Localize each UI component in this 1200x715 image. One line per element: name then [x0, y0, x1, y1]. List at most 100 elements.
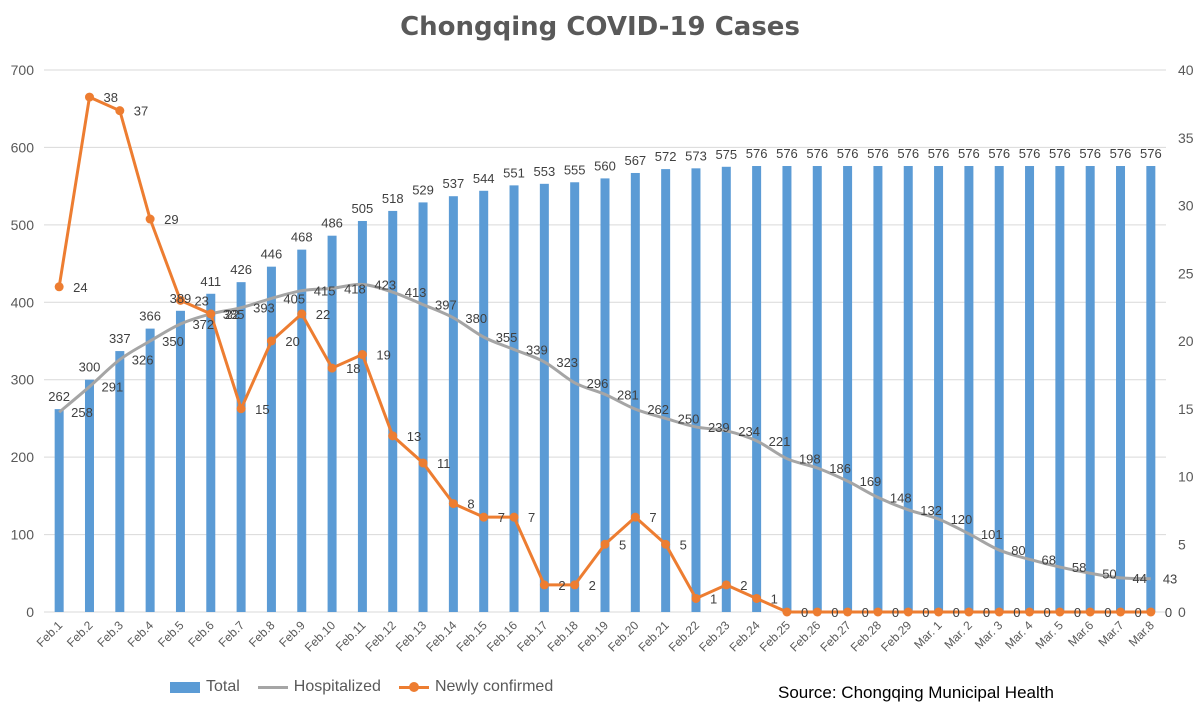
bar-total	[1085, 166, 1095, 613]
data-label-newly-confirmed: 0	[862, 605, 869, 620]
y-right-tick-label: 25	[1178, 265, 1194, 281]
bar-total	[266, 266, 276, 612]
data-label-total: 573	[685, 148, 707, 163]
y-right-tick-label: 0	[1178, 604, 1186, 620]
point-newly-confirmed	[964, 607, 974, 617]
y-left-tick-label: 200	[11, 449, 35, 465]
data-label-newly-confirmed: 0	[1104, 605, 1111, 620]
legend: Total Hospitalized Newly confirmed	[170, 678, 571, 696]
bar-total	[145, 328, 155, 612]
data-label-hospitalized: 148	[890, 490, 912, 505]
legend-label-hospitalized: Hospitalized	[293, 678, 381, 695]
bar-total	[843, 166, 853, 613]
data-label-total: 537	[443, 176, 465, 191]
point-newly-confirmed	[266, 336, 276, 346]
x-tick-label: Feb.24	[726, 618, 763, 655]
bar-total	[812, 166, 822, 613]
data-label-total: 555	[564, 162, 586, 177]
bar-total	[206, 293, 216, 612]
point-newly-confirmed	[388, 431, 398, 441]
x-tick-label: Feb.18	[544, 618, 581, 655]
bar-total	[357, 220, 367, 612]
y-right-tick-label: 30	[1178, 198, 1194, 214]
x-tick-label: Mar. 1	[911, 618, 945, 652]
y-left-tick-label: 300	[11, 372, 35, 388]
data-label-total: 576	[928, 146, 950, 161]
x-tick-label: Feb.28	[848, 618, 885, 655]
data-label-total: 576	[776, 146, 798, 161]
data-label-newly-confirmed: 2	[740, 578, 747, 593]
data-label-total: 426	[230, 262, 252, 277]
bar-total	[964, 166, 974, 613]
data-label-newly-confirmed: 22	[225, 307, 239, 322]
y-left-tick-label: 0	[26, 604, 34, 620]
data-label-hospitalized: 393	[253, 301, 275, 316]
point-newly-confirmed	[479, 512, 489, 522]
legend-swatch-newly-confirmed	[398, 681, 429, 692]
bar-total	[418, 202, 428, 612]
data-label-hospitalized: 169	[860, 474, 882, 489]
bar-total	[630, 172, 640, 613]
data-label-total: 567	[624, 153, 646, 168]
data-label-newly-confirmed: 0	[1135, 605, 1142, 620]
legend-item-newly-confirmed: Newly confirmed	[398, 678, 554, 696]
data-label-hospitalized: 50	[1102, 566, 1116, 581]
legend-label-total: Total	[206, 678, 240, 695]
bar-total	[448, 196, 458, 613]
x-tick-label: Feb.4	[125, 618, 157, 650]
point-newly-confirmed	[84, 92, 94, 102]
data-label-total: 576	[988, 146, 1010, 161]
x-tick-label: Feb.14	[423, 618, 460, 655]
point-newly-confirmed	[903, 607, 913, 617]
point-newly-confirmed	[54, 282, 64, 292]
y-right-tick-label: 10	[1178, 469, 1194, 485]
x-tick-label: Feb.11	[333, 618, 369, 654]
data-label-total: 529	[412, 182, 434, 197]
data-label-total: 468	[291, 230, 313, 245]
data-label-hospitalized: 186	[829, 461, 851, 476]
point-newly-confirmed	[721, 580, 731, 590]
y-right-tick-label: 20	[1178, 333, 1194, 349]
point-newly-confirmed	[327, 363, 337, 373]
data-label-total: 551	[503, 165, 525, 180]
point-newly-confirmed	[752, 593, 762, 603]
data-label-newly-confirmed: 0	[801, 605, 808, 620]
data-label-hospitalized: 58	[1072, 560, 1086, 575]
x-tick-label: Feb.20	[605, 618, 642, 655]
legend-label-newly-confirmed: Newly confirmed	[434, 678, 554, 695]
x-tick-label: Feb.1	[34, 618, 66, 650]
data-label-total: 576	[806, 146, 828, 161]
legend-swatch-hospitalized	[257, 685, 288, 689]
data-label-hospitalized: 44	[1133, 571, 1147, 586]
data-label-hospitalized: 291	[101, 380, 123, 395]
data-label-hospitalized: 43	[1163, 572, 1177, 587]
legend-item-hospitalized: Hospitalized	[257, 678, 381, 696]
data-label-total: 544	[473, 171, 495, 186]
data-label-hospitalized: 323	[556, 355, 578, 370]
x-tick-label: Feb.27	[817, 618, 854, 655]
x-tick-label: Feb.7	[216, 618, 248, 650]
data-label-newly-confirmed: 1	[771, 591, 778, 606]
point-newly-confirmed	[297, 309, 307, 319]
data-label-total: 389	[170, 291, 192, 306]
data-label-newly-confirmed: 0	[953, 605, 960, 620]
x-tick-label: Feb.26	[787, 618, 824, 655]
x-tick-label: Mar. 2	[942, 618, 976, 652]
point-newly-confirmed	[1116, 607, 1126, 617]
y-right-tick-label: 5	[1178, 536, 1186, 552]
data-label-newly-confirmed: 5	[619, 537, 626, 552]
data-label-total: 518	[382, 191, 404, 206]
data-label-newly-confirmed: 23	[194, 293, 208, 308]
legend-item-total: Total	[170, 678, 240, 696]
bar-total	[782, 166, 792, 613]
bar-total	[84, 379, 94, 612]
data-label-hospitalized: 262	[647, 402, 669, 417]
point-newly-confirmed	[509, 512, 519, 522]
y-left-tick-label: 500	[11, 217, 35, 233]
point-newly-confirmed	[175, 295, 185, 305]
x-tick-label: Feb.16	[484, 618, 521, 655]
data-label-hospitalized: 101	[981, 527, 1003, 542]
bar-total	[236, 282, 246, 612]
point-newly-confirmed	[691, 593, 701, 603]
x-tick-label: Feb.15	[454, 618, 491, 655]
